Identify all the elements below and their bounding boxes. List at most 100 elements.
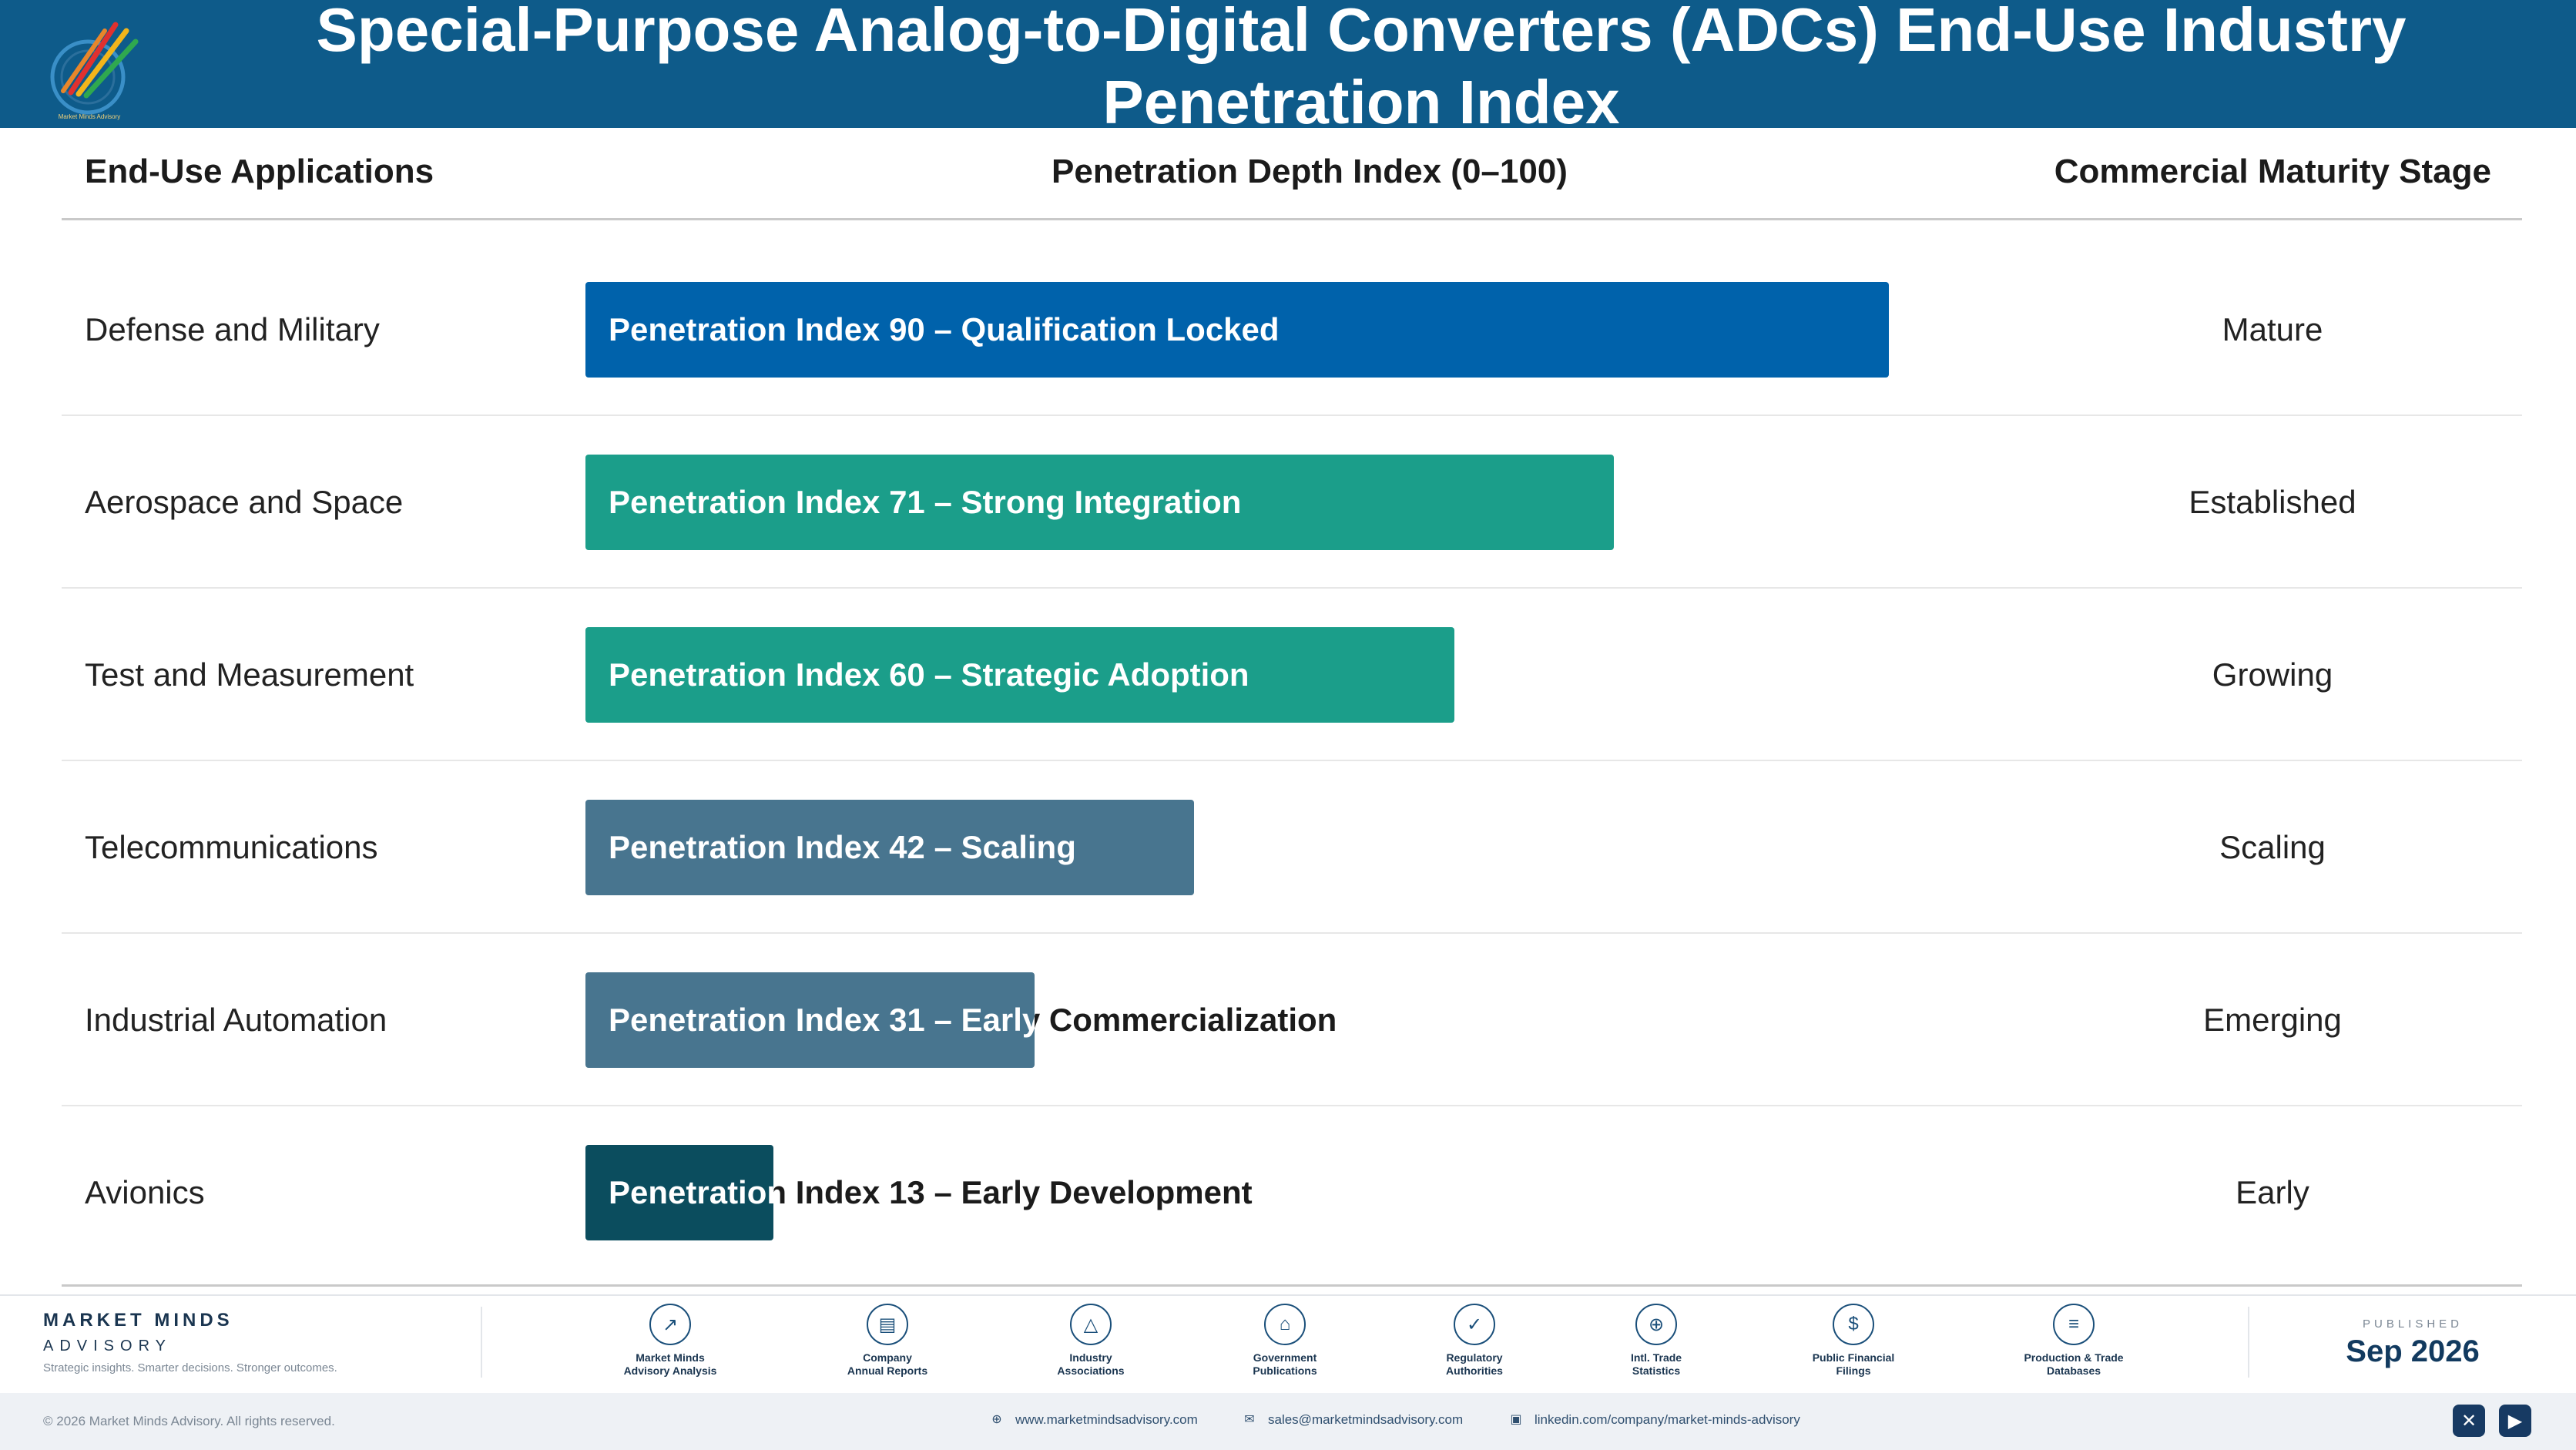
chart-row: Telecommunications Penetration Index 42 –… [62,761,2522,934]
x-social-button[interactable]: ✕ [2453,1405,2485,1437]
source-label-line1: Regulatory [1446,1351,1503,1364]
chart-row: Defense and Military Penetration Index 90… [62,243,2522,416]
globe-icon: ⊕ [991,1413,1002,1426]
source-label-line2: Advisory Analysis [623,1364,717,1377]
chart-row: Avionics Penetration Index 13 – Early Dev… [62,1106,2522,1279]
source-label-line2: Statistics [1632,1364,1681,1377]
footer-contact-bar [0,1393,2576,1450]
column-header-applications: End-Use Applications [85,153,434,190]
globe-icon: ⊕ [1635,1304,1677,1345]
row-divider [62,1105,2522,1106]
chart-row: Aerospace and Space Penetration Index 71 … [62,416,2522,589]
application-label: Telecommunications [85,829,378,865]
youtube-social-button[interactable]: ▶ [2499,1405,2531,1437]
maturity-stage-label: Established [2189,484,2356,520]
source-label-line2: Publications [1253,1364,1317,1377]
brand-sub: ADVISORY [43,1338,172,1354]
email-text: sales@marketmindsadvisory.com [1268,1412,1464,1427]
source-label-line1: Production & Trade [2024,1351,2124,1364]
source-item: ≡ Production & Trade Databases [1997,1304,2151,1378]
penetration-bar [585,1145,774,1240]
website-link[interactable]: ⊕ www.marketmindsadvisory.com [989,1412,1198,1428]
row-divider [62,587,2522,589]
application-label: Avionics [85,1174,205,1210]
document-icon: ▤ [867,1304,908,1345]
source-label: Regulatory Authorities [1397,1351,1551,1378]
source-label-line1: Industry [1069,1351,1112,1364]
company-logo[interactable]: Market Minds Advisory [40,8,148,122]
published-date: Sep 2026 [2346,1334,2480,1368]
bar-value-label: Penetration Index 13 – Early Development [609,1174,1253,1210]
logo-text: Market Minds Advisory [59,113,120,120]
maturity-stage-label: Early [2236,1174,2309,1210]
source-label: Production & Trade Databases [1997,1351,2151,1378]
row-divider [62,760,2522,761]
source-item: ▤ Company Annual Reports [810,1304,964,1378]
source-label-line1: Intl. Trade [1630,1351,1682,1364]
linkedin-icon: ▣ [1510,1413,1522,1426]
published-label: PUBLISHED [2362,1317,2464,1331]
penetration-bar [585,455,1614,550]
column-header-depth: Penetration Depth Index (0–100) [1052,153,1568,190]
email-link[interactable]: ✉ sales@marketmindsadvisory.com [1242,1412,1463,1428]
application-label: Test and Measurement [85,656,414,693]
source-item: ⌂ Government Publications [1208,1304,1362,1378]
linkedin-link[interactable]: ▣ linkedin.com/company/market-minds-advi… [1508,1412,1800,1428]
network-icon: △ [1070,1304,1112,1345]
column-header-stage: Commercial Maturity Stage [2054,153,2491,190]
government-building-icon: ⌂ [1264,1304,1306,1345]
bar-value-label: Penetration Index 60 – Strategic Adoptio… [609,656,1249,693]
application-label: Defense and Military [85,311,380,347]
source-label-line1: Company [863,1351,912,1364]
footer-divider-right [2248,1307,2249,1378]
penetration-bar [585,627,1454,723]
source-label-line2: Authorities [1446,1364,1503,1377]
website-text: www.marketmindsadvisory.com [1015,1412,1198,1427]
source-label: Market Minds Advisory Analysis [593,1351,747,1378]
source-label: Industry Associations [1014,1351,1168,1378]
source-label: Government Publications [1208,1351,1362,1378]
source-label: Public Financial Filings [1776,1351,1930,1378]
source-label: Company Annual Reports [810,1351,964,1378]
row-divider [62,415,2522,416]
source-item: ↗ Market Minds Advisory Analysis [593,1304,747,1378]
chart-line-icon: ↗ [649,1304,691,1345]
mail-icon: ✉ [1244,1413,1255,1426]
source-label-line1: Market Minds [636,1351,705,1364]
database-icon: ≡ [2053,1304,2095,1345]
maturity-stage-label: Mature [2222,311,2323,347]
brand-tagline: Strategic insights. Smarter decisions. S… [43,1361,337,1374]
source-label-line2: Annual Reports [847,1364,928,1377]
penetration-bar [585,972,1035,1068]
bar-value-label: Penetration Index 90 – Qualification Loc… [609,311,1280,347]
source-item: ✓ Regulatory Authorities [1397,1304,1551,1378]
dollar-icon: $ [1833,1304,1874,1345]
application-label: Aerospace and Space [85,484,404,520]
header-divider [62,218,2522,220]
shield-check-icon: ✓ [1454,1304,1495,1345]
chart-row: Test and Measurement Penetration Index 60… [62,589,2522,761]
penetration-bar [585,282,1889,378]
penetration-bar [585,800,1194,895]
source-item: $ Public Financial Filings [1776,1304,1930,1378]
brand-name: MARKET MINDS [43,1310,233,1331]
source-item: △ Industry Associations [1014,1304,1168,1378]
bar-value-label: Penetration Index 31 – Early Commerciali… [609,1002,1337,1038]
header-banner: Market Minds Advisory Special-Purpose An… [0,0,2576,136]
maturity-stage-label: Growing [2212,656,2333,693]
source-label-line2: Associations [1057,1364,1125,1377]
maturity-stage-label: Emerging [2203,1002,2342,1038]
bar-value-label: Penetration Index 71 – Strong Integratio… [609,484,1242,520]
row-divider [62,932,2522,934]
copyright: © 2026 Market Minds Advisory. All rights… [43,1414,335,1428]
linkedin-text: linkedin.com/company/market-minds-adviso… [1535,1412,1800,1427]
source-label: Intl. Trade Statistics [1579,1351,1733,1378]
youtube-icon: ▶ [2507,1410,2523,1432]
bar-value-label: Penetration Index 42 – Scaling [609,829,1076,865]
x-icon: ✕ [2460,1410,2477,1432]
application-label: Industrial Automation [85,1002,387,1038]
page-title: Special-Purpose Analog-to-Digital Conver… [316,0,2407,136]
source-label-line2: Filings [1836,1364,1871,1377]
chart-bottom-divider [62,1284,2522,1287]
source-label-line2: Databases [2046,1364,2101,1377]
